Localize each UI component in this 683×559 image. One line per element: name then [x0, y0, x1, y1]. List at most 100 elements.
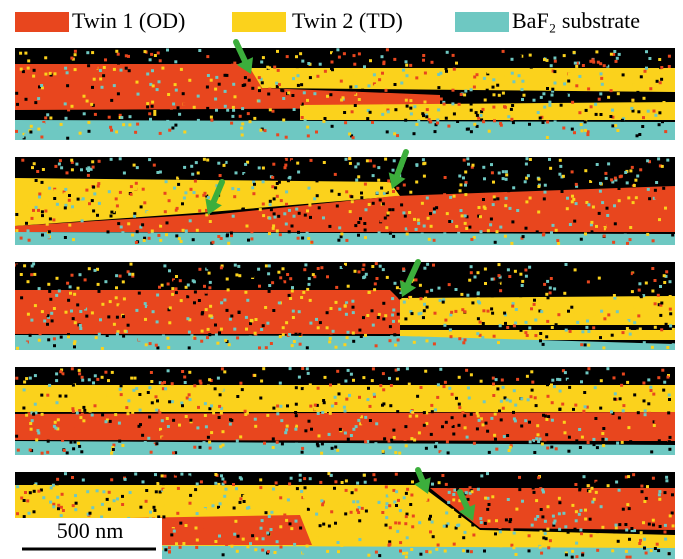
pixel: [601, 83, 604, 86]
pixel: [465, 369, 468, 372]
pixel: [587, 280, 590, 283]
pixel: [251, 186, 254, 189]
pixel: [40, 394, 43, 397]
pixel: [46, 403, 49, 406]
pixel: [624, 171, 627, 174]
pixel: [167, 369, 170, 372]
pixel: [406, 367, 409, 370]
pixel: [77, 179, 80, 182]
pixel: [109, 300, 112, 303]
pixel: [139, 409, 142, 412]
pixel: [652, 523, 655, 526]
pixel: [138, 393, 141, 396]
pixel: [575, 439, 578, 442]
pixel: [397, 499, 400, 502]
pixel: [81, 219, 84, 222]
pixel: [550, 384, 553, 387]
pixel: [503, 312, 506, 315]
pixel: [423, 303, 426, 306]
pixel: [381, 55, 384, 58]
pixel: [393, 58, 396, 61]
phase-region: [15, 412, 675, 441]
pixel: [608, 404, 611, 407]
pixel: [638, 133, 641, 136]
pixel: [571, 556, 574, 559]
pixel: [118, 422, 121, 425]
pixel: [190, 165, 193, 168]
pixel: [56, 478, 59, 481]
pixel: [413, 341, 416, 344]
pixel: [617, 92, 620, 95]
pixel: [560, 104, 563, 107]
pixel: [486, 135, 489, 138]
pixel: [238, 311, 241, 314]
pixel: [542, 233, 545, 236]
pixel: [232, 109, 235, 112]
pixel: [396, 508, 399, 511]
pixel: [60, 475, 63, 478]
pixel: [113, 323, 116, 326]
pixel: [97, 84, 100, 87]
pixel: [409, 191, 412, 194]
pixel: [368, 203, 371, 206]
pixel: [90, 69, 93, 72]
pixel: [452, 211, 455, 214]
pixel: [502, 407, 505, 410]
pixel: [307, 62, 310, 65]
pixel: [273, 212, 276, 215]
pixel: [147, 437, 150, 440]
pixel: [559, 390, 562, 393]
pixel: [557, 129, 560, 132]
pixel: [40, 136, 43, 139]
pixel: [328, 340, 331, 343]
pixel: [636, 91, 639, 94]
legend-swatch: [232, 12, 286, 32]
pixel: [55, 294, 58, 297]
pixel: [301, 116, 304, 119]
pixel: [352, 332, 355, 335]
pixel: [443, 385, 446, 388]
pixel: [534, 518, 537, 521]
pixel: [132, 389, 135, 392]
pixel: [468, 226, 471, 229]
pixel: [309, 216, 312, 219]
pixel: [423, 411, 426, 414]
pixel: [264, 162, 267, 165]
pixel: [215, 334, 218, 337]
pixel: [489, 376, 492, 379]
pixel: [338, 308, 341, 311]
pixel: [309, 383, 312, 386]
pixel: [530, 370, 533, 373]
pixel: [504, 423, 507, 426]
pixel: [230, 315, 233, 318]
pixel: [327, 510, 330, 513]
pixel: [602, 59, 605, 62]
pixel: [347, 553, 350, 556]
pixel: [493, 93, 496, 96]
pixel: [35, 438, 38, 441]
pixel: [185, 346, 188, 349]
pixel: [241, 181, 244, 184]
pixel: [366, 159, 369, 162]
pixel: [524, 180, 527, 183]
pixel: [654, 547, 657, 550]
pixel: [476, 427, 479, 430]
pixel: [207, 266, 210, 269]
pixel: [74, 53, 77, 56]
pixel: [272, 488, 275, 491]
pixel: [428, 238, 431, 241]
pixel: [658, 439, 661, 442]
pixel: [402, 211, 405, 214]
pixel: [412, 515, 415, 518]
pixel: [579, 446, 582, 449]
pixel: [575, 555, 578, 558]
pixel: [388, 208, 391, 211]
pixel: [466, 436, 469, 439]
pixel: [109, 420, 112, 423]
pixel: [309, 477, 312, 480]
pixel: [241, 473, 244, 476]
pixel: [626, 381, 629, 384]
pixel: [613, 530, 616, 533]
pixel: [136, 123, 139, 126]
pixel: [330, 307, 333, 310]
